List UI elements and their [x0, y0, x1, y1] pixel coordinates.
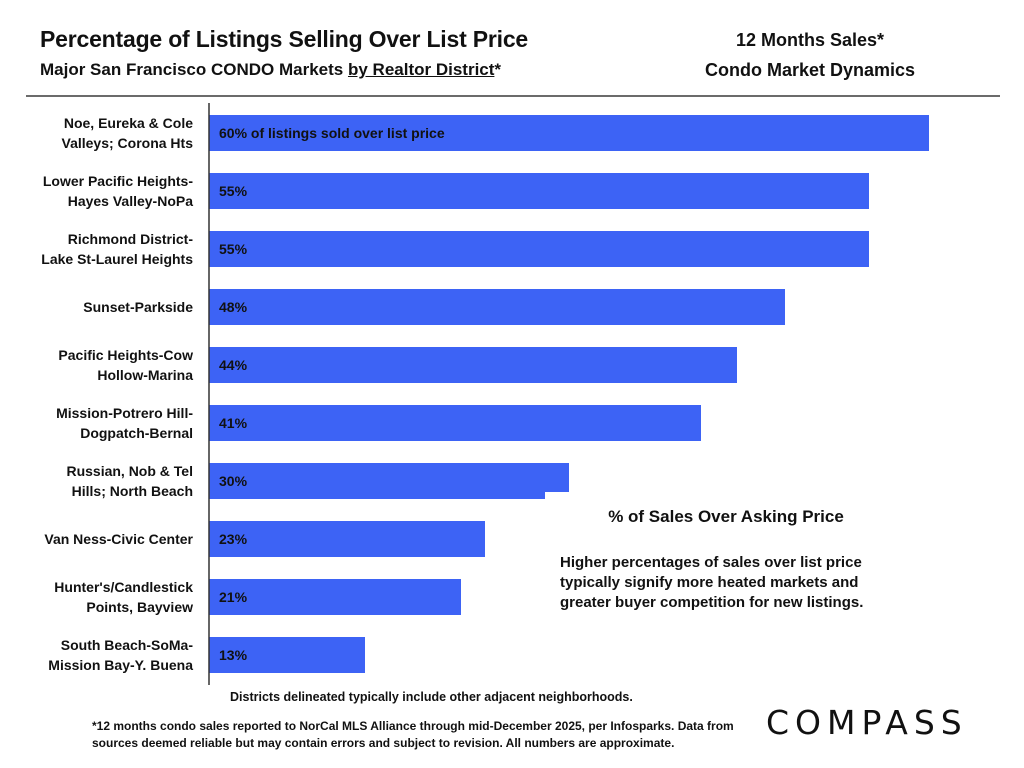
category-label-1-line-2: Valleys; Corona Hts: [62, 135, 194, 151]
category-label-5-line-1: Pacific Heights-Cow: [58, 347, 193, 363]
bar-8: [209, 521, 485, 557]
category-label-9-line-2: Points, Bayview: [86, 599, 193, 615]
legend-description: Higher percentages of sales over list pr…: [560, 554, 864, 611]
compass-logo: COMPASS: [766, 703, 968, 742]
bar-value-label-8: 23%: [219, 531, 248, 547]
bar-value-label-9: 21%: [219, 589, 248, 605]
bar-3: [209, 231, 869, 267]
bar-9: [209, 579, 461, 615]
category-label-3-line-2: Lake St-Laurel Heights: [41, 251, 193, 267]
subtitle-underlined: by Realtor District: [347, 60, 495, 79]
district-note: Districts delineated typically include o…: [230, 690, 633, 704]
side-header-period: 12 Months Sales*: [735, 30, 885, 50]
subtitle-part1: Major San Francisco CONDO Markets: [40, 60, 348, 79]
bar-value-label-7: 30%: [219, 473, 248, 489]
category-label-7-line-2: Hills; North Beach: [72, 483, 193, 499]
bar-7: [209, 463, 569, 499]
category-label-3-line-1: Richmond District-: [68, 231, 194, 247]
category-label-5-line-2: Hollow-Marina: [97, 367, 193, 383]
bar-2: [209, 173, 869, 209]
header-divider: [26, 95, 1000, 97]
category-label-6-line-1: Mission-Potrero Hill-: [56, 405, 193, 421]
bar-6: [209, 405, 701, 441]
category-label-8-line-1: Van Ness-Civic Center: [44, 531, 193, 547]
subtitle-part2: *: [494, 60, 502, 79]
category-label-10-line-2: Mission Bay-Y. Buena: [48, 657, 193, 673]
bar-5: [209, 347, 737, 383]
bar-7-notch: [545, 492, 571, 500]
category-label-4-line-1: Sunset-Parkside: [83, 299, 193, 315]
category-label-7-line-1: Russian, Nob & Tel: [66, 463, 193, 479]
side-header-topic: Condo Market Dynamics: [704, 60, 916, 80]
bar-value-label-5: 44%: [219, 357, 248, 373]
bar-value-label-4: 48%: [219, 299, 248, 315]
category-label-9-line-1: Hunter's/Candlestick: [54, 579, 193, 595]
bar-value-label-6: 41%: [219, 415, 248, 431]
category-label-2-line-2: Hayes Valley-NoPa: [68, 193, 194, 209]
bar-value-label-2: 55%: [219, 183, 248, 199]
bar-10: [209, 637, 365, 673]
source-footnote: *12 months condo sales reported to NorCa…: [92, 719, 734, 750]
bar-4: [209, 289, 785, 325]
category-label-1-line-1: Noe, Eureka & Cole: [64, 115, 193, 131]
chart-subtitle: Major San Francisco CONDO Markets by Rea…: [40, 60, 501, 80]
chart-title: Percentage of Listings Selling Over List…: [40, 26, 529, 52]
bar-1: [209, 115, 929, 151]
bar-value-label-10: 13%: [219, 647, 248, 663]
category-label-6-line-2: Dogpatch-Bernal: [80, 425, 193, 441]
bar-value-label-3: 55%: [219, 241, 248, 257]
legend-title: % of Sales Over Asking Price: [608, 507, 844, 526]
category-label-10-line-1: South Beach-SoMa-: [61, 637, 194, 653]
category-label-2-line-1: Lower Pacific Heights-: [43, 173, 193, 189]
bar-value-label-1: 60% of listings sold over list price: [219, 125, 445, 141]
